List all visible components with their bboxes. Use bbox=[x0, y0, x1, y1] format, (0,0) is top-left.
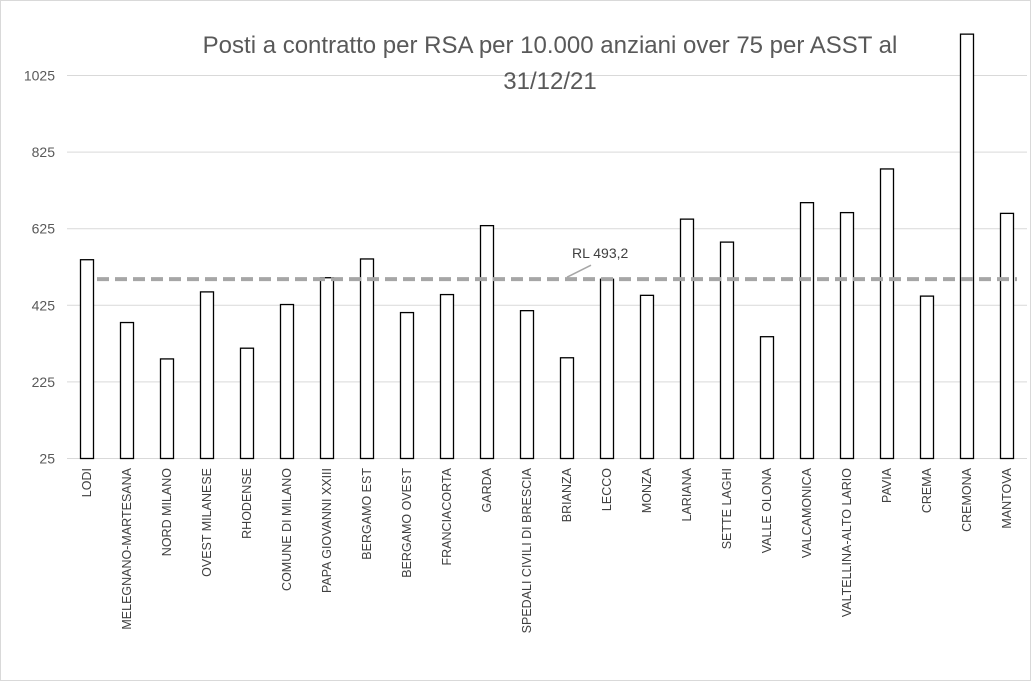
x-tick-label: CREMONA bbox=[960, 467, 974, 532]
y-tick-label: 225 bbox=[32, 374, 56, 390]
x-axis-labels: LODI MELEGNANO-MARTESANA NORD MILANO OVEST … bbox=[80, 467, 1014, 633]
x-tick-label: NORD MILANO bbox=[160, 468, 174, 556]
x-tick-label: VALLE OLONA bbox=[760, 467, 774, 553]
bar bbox=[879, 168, 895, 460]
reference-line-label: RL 493,2 bbox=[572, 245, 629, 261]
bar bbox=[639, 294, 655, 460]
bar bbox=[159, 358, 175, 460]
x-tick-label: LARIANA bbox=[680, 467, 694, 521]
bar bbox=[279, 303, 295, 460]
bar bbox=[679, 218, 695, 460]
chart-title-line-2: 31/12/21 bbox=[503, 68, 596, 95]
bar bbox=[599, 278, 615, 460]
x-tick-label: LECCO bbox=[600, 468, 614, 511]
x-tick-label: VALCAMONICA bbox=[800, 467, 814, 558]
bar bbox=[799, 202, 815, 460]
y-tick-label: 1025 bbox=[24, 68, 55, 84]
x-tick-label: MANTOVA bbox=[1000, 467, 1014, 528]
reference-line-group: RL 493,2 bbox=[97, 245, 1017, 282]
y-tick-label: 425 bbox=[32, 297, 56, 313]
x-tick-label: SPEDALI CIVILI DI BRESCIA bbox=[520, 467, 534, 633]
bar bbox=[119, 321, 135, 460]
bar bbox=[79, 259, 95, 460]
chart-title-line-1: Posti a contratto per RSA per 10.000 anz… bbox=[203, 32, 898, 59]
x-tick-label: RHODENSE bbox=[240, 468, 254, 539]
bar bbox=[319, 277, 335, 460]
bar bbox=[959, 33, 975, 460]
bar bbox=[519, 310, 535, 460]
x-tick-label: OVEST MILANESE bbox=[200, 468, 214, 577]
y-tick-label: 825 bbox=[32, 144, 56, 160]
x-tick-label: BERGAMO OVEST bbox=[400, 468, 414, 578]
x-tick-label: COMUNE DI MILANO bbox=[280, 468, 294, 591]
bar bbox=[919, 295, 935, 460]
x-tick-label: MELEGNANO-MARTESANA bbox=[120, 467, 134, 629]
x-tick-label: GARDA bbox=[480, 467, 494, 512]
x-tick-label: LODI bbox=[80, 468, 94, 497]
x-tick-label: PAVIA bbox=[880, 467, 894, 503]
bars bbox=[79, 33, 1015, 460]
x-tick-label: MONZA bbox=[640, 467, 654, 513]
bar bbox=[559, 357, 575, 460]
y-axis: 25 225 425 625 825 1025 bbox=[24, 68, 55, 467]
x-tick-label: VALTELLINA-ALTO LARIO bbox=[840, 468, 854, 617]
bar bbox=[999, 212, 1015, 460]
bar bbox=[439, 293, 455, 460]
x-tick-label: BERGAMO EST bbox=[360, 468, 374, 560]
bar bbox=[719, 241, 735, 460]
x-tick-label: BRIANZA bbox=[560, 467, 574, 522]
x-tick-label: CREMA bbox=[920, 467, 934, 513]
bar bbox=[479, 224, 495, 460]
y-tick-label: 25 bbox=[39, 451, 55, 467]
bar bbox=[759, 336, 775, 460]
bar bbox=[199, 291, 215, 460]
bar bbox=[359, 258, 375, 460]
x-tick-label: FRANCIACORTA bbox=[440, 467, 454, 565]
x-tick-label: PAPA GIOVANNI XXIII bbox=[320, 468, 334, 593]
y-tick-label: 625 bbox=[32, 221, 56, 237]
bar bbox=[239, 347, 255, 460]
bar bbox=[839, 211, 855, 460]
x-tick-label: SETTE LAGHI bbox=[720, 468, 734, 549]
gridlines bbox=[67, 75, 1027, 459]
bar bbox=[399, 311, 415, 460]
reference-label-leader bbox=[566, 264, 592, 278]
